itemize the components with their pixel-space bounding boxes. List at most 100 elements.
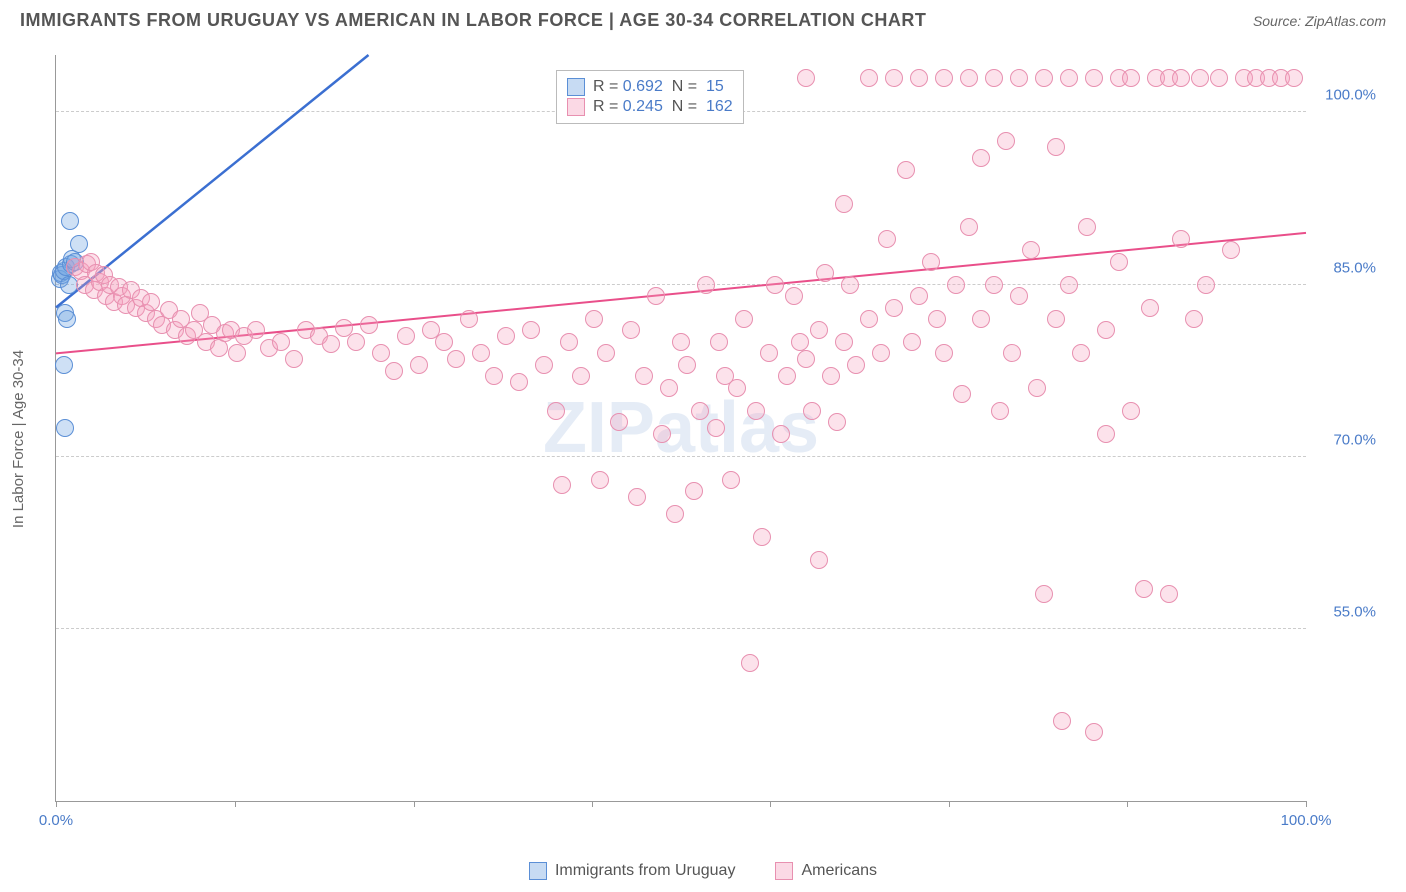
data-point xyxy=(1222,241,1240,259)
legend-bottom: Immigrants from Uruguay Americans xyxy=(0,862,1406,880)
data-point xyxy=(1110,253,1128,271)
data-point xyxy=(1022,241,1040,259)
data-point xyxy=(810,551,828,569)
data-point xyxy=(472,344,490,362)
data-point xyxy=(460,310,478,328)
data-point xyxy=(985,276,1003,294)
data-point xyxy=(835,195,853,213)
data-point xyxy=(372,344,390,362)
x-tick-mark xyxy=(592,801,593,807)
data-point xyxy=(910,69,928,87)
legend-item-uruguay: Immigrants from Uruguay xyxy=(529,862,736,880)
data-point xyxy=(228,344,246,362)
data-point xyxy=(803,402,821,420)
data-point xyxy=(878,230,896,248)
data-point xyxy=(935,344,953,362)
legend-stat-text: R = 0.245 N = 162 xyxy=(593,98,733,116)
data-point xyxy=(797,69,815,87)
data-point xyxy=(1072,344,1090,362)
data-point xyxy=(610,413,628,431)
chart-area: In Labor Force | Age 30-34 55.0%70.0%85.… xyxy=(20,45,1386,832)
x-tick-mark xyxy=(414,801,415,807)
data-point xyxy=(1097,321,1115,339)
data-point xyxy=(1010,287,1028,305)
data-point xyxy=(991,402,1009,420)
data-point xyxy=(847,356,865,374)
source-label: Source: ZipAtlas.com xyxy=(1253,13,1386,29)
data-point xyxy=(560,333,578,351)
data-point xyxy=(385,362,403,380)
data-point xyxy=(841,276,859,294)
data-point xyxy=(860,69,878,87)
data-point xyxy=(707,419,725,437)
y-tick-label: 70.0% xyxy=(1316,431,1376,448)
data-point xyxy=(485,367,503,385)
data-point xyxy=(70,235,88,253)
data-point xyxy=(510,373,528,391)
data-point xyxy=(55,356,73,374)
data-point xyxy=(1028,379,1046,397)
data-point xyxy=(347,333,365,351)
data-point xyxy=(247,321,265,339)
data-point xyxy=(797,350,815,368)
data-point xyxy=(835,333,853,351)
data-point xyxy=(1060,69,1078,87)
data-point xyxy=(1185,310,1203,328)
data-point xyxy=(722,471,740,489)
x-tick-mark xyxy=(949,801,950,807)
data-point xyxy=(728,379,746,397)
data-point xyxy=(672,333,690,351)
data-point xyxy=(635,367,653,385)
plot-region: 55.0%70.0%85.0%100.0%0.0%100.0%ZIPatlasR… xyxy=(55,55,1306,802)
swatch-blue-icon xyxy=(567,78,585,96)
data-point xyxy=(960,69,978,87)
data-point xyxy=(535,356,553,374)
data-point xyxy=(953,385,971,403)
swatch-pink-icon xyxy=(775,862,793,880)
data-point xyxy=(547,402,565,420)
data-point xyxy=(972,149,990,167)
data-point xyxy=(753,528,771,546)
data-point xyxy=(903,333,921,351)
data-point xyxy=(710,333,728,351)
data-point xyxy=(435,333,453,351)
data-point xyxy=(772,425,790,443)
y-axis-label: In Labor Force | Age 30-34 xyxy=(10,349,27,527)
data-point xyxy=(1085,723,1103,741)
data-point xyxy=(447,350,465,368)
x-tick-mark xyxy=(770,801,771,807)
data-point xyxy=(791,333,809,351)
data-point xyxy=(647,287,665,305)
data-point xyxy=(1085,69,1103,87)
data-point xyxy=(747,402,765,420)
data-point xyxy=(272,333,290,351)
data-point xyxy=(522,321,540,339)
data-point xyxy=(572,367,590,385)
x-tick-mark xyxy=(235,801,236,807)
data-point xyxy=(1135,580,1153,598)
data-point xyxy=(760,344,778,362)
data-point xyxy=(685,482,703,500)
data-point xyxy=(928,310,946,328)
legend-stat-row: R = 0.692 N = 15 xyxy=(567,78,733,96)
data-point xyxy=(1197,276,1215,294)
chart-title: IMMIGRANTS FROM URUGUAY VS AMERICAN IN L… xyxy=(20,10,926,31)
data-point xyxy=(553,476,571,494)
data-point xyxy=(622,321,640,339)
data-point xyxy=(816,264,834,282)
swatch-blue-icon xyxy=(529,862,547,880)
y-tick-label: 100.0% xyxy=(1316,87,1376,104)
data-point xyxy=(828,413,846,431)
data-point xyxy=(766,276,784,294)
data-point xyxy=(885,299,903,317)
data-point xyxy=(1160,585,1178,603)
x-tick-label: 0.0% xyxy=(39,812,73,829)
data-point xyxy=(397,327,415,345)
data-point xyxy=(960,218,978,236)
data-point xyxy=(785,287,803,305)
data-point xyxy=(322,335,340,353)
data-point xyxy=(61,212,79,230)
data-point xyxy=(1035,69,1053,87)
data-point xyxy=(860,310,878,328)
data-point xyxy=(142,293,160,311)
